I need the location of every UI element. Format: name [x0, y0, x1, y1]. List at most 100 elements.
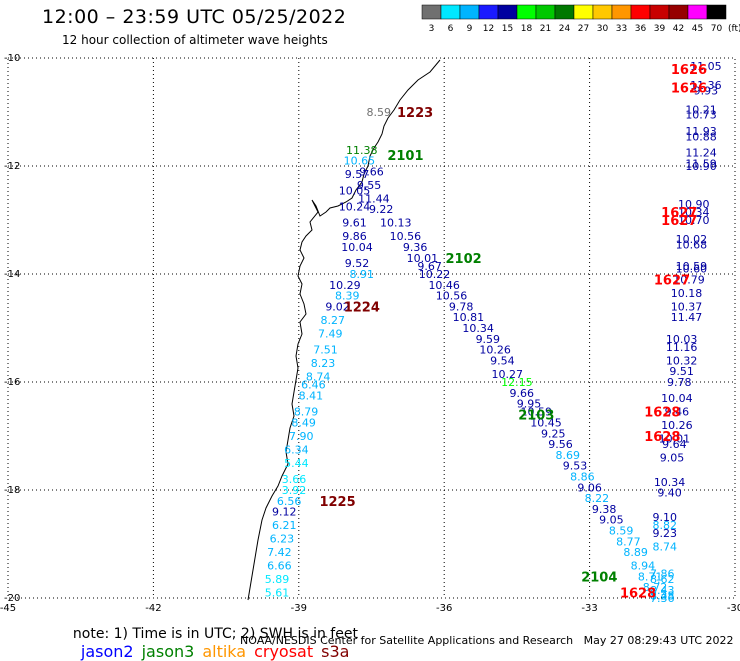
colorbar-swatch — [478, 4, 499, 20]
wave-height-value: 10.04 — [341, 241, 373, 254]
colorbar-label: 70 — [711, 24, 723, 34]
colorbar-label: 12 — [483, 24, 494, 34]
satellite-jason3: jason3 — [141, 642, 195, 661]
wave-height-value: 10.79 — [673, 273, 705, 286]
colorbar-swatch — [649, 4, 670, 20]
wave-height-value: 8.22 — [585, 492, 610, 505]
colorbar-label: 21 — [540, 24, 551, 34]
wave-height-value: 10.22 — [419, 268, 451, 281]
wave-height-value: 10.03 — [666, 333, 698, 346]
wave-height-value: 12.15 — [501, 376, 533, 389]
colorbar-swatch — [497, 4, 518, 20]
wave-height-value: 10.45 — [530, 417, 562, 430]
wave-height-value: 8.72 — [643, 581, 668, 594]
wave-height-value: 9.66 — [509, 387, 534, 400]
wave-height-value: 10.27 — [491, 368, 523, 381]
colorbar-label: 3 — [429, 24, 435, 34]
colorbar-swatch — [592, 4, 613, 20]
wave-height-value: 8.62 — [650, 573, 675, 586]
wave-height-value: 10.60 — [676, 263, 708, 276]
colorbar-swatch — [611, 4, 632, 20]
wave-height-value: 8.69 — [556, 449, 581, 462]
wave-height-value: 9.59 — [476, 333, 501, 346]
wave-height-value: 10.68 — [676, 238, 708, 251]
satellite-jason2: jason2 — [80, 642, 134, 661]
wave-height-value: 9.95 — [517, 398, 542, 411]
satellite-legend: jason2 jason3 altika cryosat s3a — [73, 642, 350, 661]
wave-height-value: 5.61 — [265, 587, 290, 600]
wave-height-value: 3.92 — [282, 484, 307, 497]
colorbar-swatch — [516, 4, 537, 20]
wave-height-value: 7.51 — [313, 344, 338, 357]
wave-height-value: 10.18 — [671, 287, 703, 300]
lon-tick-label: -30 — [727, 603, 740, 614]
colorbar-label: 45 — [692, 24, 703, 34]
wave-height-value: 8.86 — [570, 471, 595, 484]
colorbar-label: 15 — [502, 24, 513, 34]
wave-height-value: 9.36 — [403, 241, 428, 254]
wave-height-value: 7.90 — [289, 430, 314, 443]
wave-height-value: 8.74 — [306, 371, 331, 384]
pass-label: 2103 — [518, 408, 554, 423]
wave-height-value: 8.74 — [652, 541, 677, 554]
wave-height-value: 9.61 — [342, 217, 367, 230]
wave-height-value: 8.23 — [311, 357, 336, 370]
wave-height-value: 10.46 — [428, 279, 460, 292]
wave-height-value: 9.05 — [660, 452, 685, 465]
wave-height-value: 9.67 — [417, 260, 442, 273]
wave-height-value: 10.01 — [659, 433, 691, 446]
wave-height-value: 7.36 — [650, 592, 675, 605]
colorbar-label: 9 — [467, 24, 473, 34]
track-east: 11.0511.369.9310.2110.7311.9310.8811.241… — [650, 60, 722, 605]
colorbar-label: 39 — [654, 24, 666, 34]
wave-height-value: 8.94 — [631, 560, 656, 573]
colorbar-label: 27 — [578, 24, 589, 34]
colorbar-label: 18 — [521, 24, 533, 34]
wave-height-value: 8.79 — [294, 406, 319, 419]
wave-height-value: 8.91 — [350, 268, 375, 281]
wave-height-value: 9.54 — [490, 354, 515, 367]
colorbar-label: 6 — [448, 24, 454, 34]
wave-height-value: 9.53 — [563, 460, 588, 473]
wave-height-value: 9.55 — [357, 179, 382, 192]
pass-labels: 1223 2101 2102 1224 2103 1225 2104 1626 1626 1627… — [319, 63, 707, 602]
map-subtitle: 12 hour collection of altimeter wave hei… — [62, 33, 328, 47]
wave-height-value: 9.93 — [694, 84, 719, 97]
wave-height-value: 11.36 — [690, 79, 722, 92]
pass-label: 2101 — [387, 149, 423, 164]
wave-height-value: 10.88 — [685, 130, 717, 143]
colorbar-swatch — [459, 4, 480, 20]
pass-label: 1627 — [661, 206, 697, 221]
wave-height-value: 10.70 — [678, 214, 710, 227]
wave-height-value: 9.57 — [345, 168, 370, 181]
wave-height-value: 9.66 — [359, 165, 384, 178]
wave-height-value: 10.34 — [462, 322, 494, 335]
colorbar-swatch — [706, 4, 727, 20]
wave-height-value: 6.66 — [267, 560, 292, 573]
wave-height-value: 10.59 — [676, 260, 708, 273]
pass-label: 1627 — [654, 273, 690, 288]
wave-height-value: 10.04 — [661, 392, 693, 405]
credit-line: NOAA/NESDIS Center for Satellite Applica… — [240, 634, 734, 647]
lon-tick-label: -45 — [0, 603, 16, 614]
pass-label: 1628 — [644, 406, 680, 421]
wave-height-value: 10.13 — [380, 217, 412, 230]
wave-height-value: 10.21 — [685, 103, 717, 116]
colorbar-label: 33 — [616, 24, 627, 34]
wave-height-value: 9.23 — [652, 527, 677, 540]
colorbar-swatch — [421, 4, 442, 20]
wave-height-value: 7.49 — [318, 327, 343, 340]
colorbar-swatch — [554, 4, 575, 20]
wave-height-value: 8.41 — [299, 390, 324, 403]
pass-label: 1627 — [661, 214, 697, 229]
pass-label: 1626 — [671, 63, 707, 78]
coastline — [247, 59, 441, 601]
lat-lon-grid: -45 -42 -39 -36 -33 -30 -10 -12 -14 -16 -18 -20 — [0, 53, 740, 614]
wave-height-value: 9.64 — [662, 438, 687, 451]
wave-height-value: 9.02 — [325, 300, 350, 313]
wave-height-value: 9.51 — [669, 365, 694, 378]
wave-height-value: 10.26 — [479, 344, 511, 357]
wave-height-value: 10.34 — [678, 206, 710, 219]
